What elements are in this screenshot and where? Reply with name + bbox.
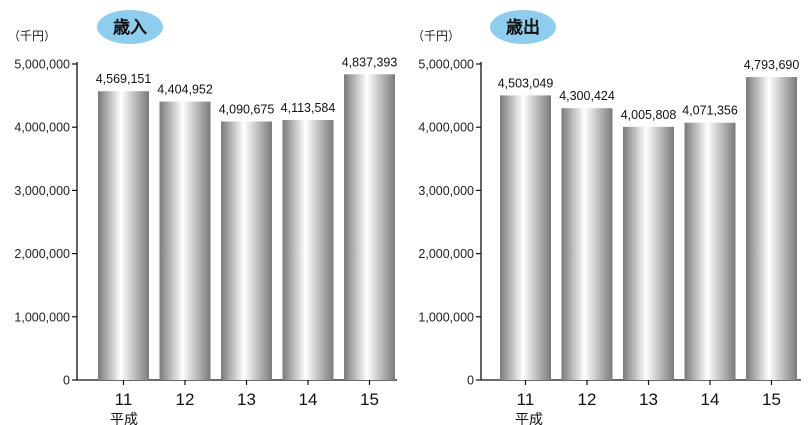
data-label: 4,837,393 [342, 55, 398, 69]
revenue-title: 歳入 [113, 17, 147, 38]
revenue-axes: 0 1,000,000 2,000,000 3,000,000 4,000,000 5,0… [14, 58, 397, 388]
expenditure-title: 歳出 [506, 17, 540, 38]
revenue-chart: 歳入 （千円） 平成 0 1,000,000 2,000,000 3,000,000 4… [8, 10, 397, 425]
data-label: 4,793,690 [744, 58, 800, 72]
bar [221, 121, 272, 381]
y-tick-label: 2,000,000 [418, 247, 474, 261]
x-tick-label: 11 [517, 390, 535, 409]
bar [282, 120, 334, 381]
data-label: 4,090,675 [219, 102, 275, 116]
revenue-era-label: 平成 [110, 412, 138, 425]
bar [561, 108, 613, 381]
revenue-title-badge [97, 10, 163, 44]
x-tick-label: 12 [176, 390, 195, 409]
revenue-labels: 11 4,569,151 12 4,404,952 13 4,090,675 14 4,113… [96, 55, 398, 409]
expenditure-axes: 0 1,000,000 2,000,000 3,000,000 4,000,000 5,0… [418, 58, 801, 388]
y-tick-label: 1,000,000 [14, 310, 70, 324]
x-tick-label: 13 [237, 390, 256, 409]
data-label: 4,005,808 [621, 108, 677, 122]
x-tick-label: 15 [360, 390, 379, 409]
y-tick-label: 5,000,000 [418, 58, 474, 72]
expenditure-unit-label: （千円） [412, 29, 460, 43]
bar [684, 122, 736, 380]
expenditure-chart: 歳出 （千円） 平成 0 1,000,000 2,000,000 3,000,000 4… [412, 10, 801, 425]
x-tick-label: 12 [578, 390, 597, 409]
bar [344, 74, 395, 380]
y-tick-label: 4,000,000 [418, 121, 474, 135]
data-label: 4,113,584 [281, 101, 336, 115]
y-tick-label: 0 [467, 374, 474, 388]
data-label: 4,071,356 [682, 104, 738, 118]
bar [98, 91, 149, 380]
data-label: 4,404,952 [157, 83, 213, 97]
expenditure-title-badge [490, 10, 556, 44]
x-tick-label: 14 [701, 390, 720, 409]
bar [746, 77, 797, 381]
expenditure-era-label: 平成 [515, 412, 543, 425]
data-label: 4,300,424 [559, 89, 615, 103]
bar [159, 101, 211, 381]
data-label: 4,503,049 [498, 76, 554, 90]
y-tick-label: 4,000,000 [14, 121, 70, 135]
revenue-bars [98, 74, 395, 381]
expenditure-bars [500, 77, 797, 381]
y-tick-label: 2,000,000 [14, 247, 70, 261]
y-tick-label: 3,000,000 [14, 184, 70, 198]
bar [623, 126, 674, 380]
x-tick-label: 14 [299, 390, 318, 409]
y-tick-label: 0 [63, 374, 70, 388]
x-tick-label: 15 [762, 390, 781, 409]
bar [500, 95, 551, 381]
data-label: 4,569,151 [96, 72, 152, 86]
y-tick-label: 3,000,000 [418, 184, 474, 198]
expenditure-labels: 11 4,503,049 12 4,300,424 13 4,005,808 14 4,071… [498, 58, 800, 409]
x-tick-label: 11 [115, 390, 133, 409]
x-tick-label: 13 [639, 390, 658, 409]
revenue-unit-label: （千円） [8, 29, 56, 43]
y-tick-label: 1,000,000 [418, 310, 474, 324]
y-tick-label: 5,000,000 [14, 58, 70, 72]
